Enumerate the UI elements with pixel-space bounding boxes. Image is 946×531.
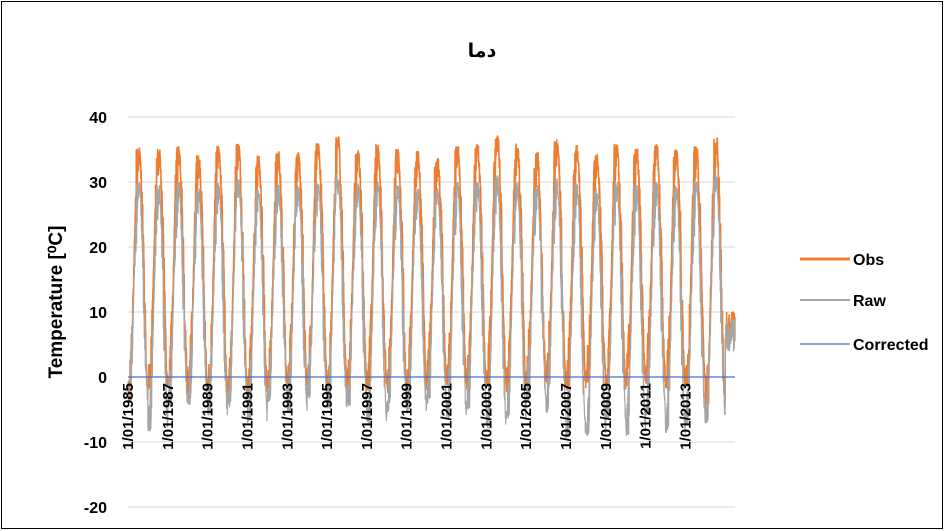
x-tick-label: 1/01/2001 (439, 383, 456, 450)
x-tick-labels: 1/01/1985 1/01/1987 1/01/1989 1/01/1991 1/01… (120, 383, 694, 450)
y-tick-label: 40 (89, 110, 107, 127)
x-tick-label: 1/01/1995 (319, 383, 336, 450)
y-tick-label: 10 (89, 305, 107, 322)
x-tick-label: 1/01/2013 (677, 383, 694, 450)
y-tick-label: 20 (89, 240, 107, 257)
legend-label-corrected: Corrected (853, 337, 929, 354)
legend: Obs Raw Corrected (800, 252, 929, 354)
x-tick-label: 1/01/2009 (598, 383, 615, 450)
y-axis-label: Temperature [⁰C] (46, 226, 67, 379)
x-tick-label: 1/01/2011 (638, 383, 655, 449)
legend-label-obs: Obs (853, 252, 884, 269)
plot-area (127, 135, 736, 439)
x-tick-label: 1/01/1989 (200, 383, 217, 450)
y-tick-label: 0 (98, 370, 107, 387)
series-line-raw (127, 175, 736, 439)
y-tick-label: -10 (84, 435, 107, 452)
x-tick-label: 1/01/1987 (160, 383, 177, 450)
chart-title: دما (468, 40, 497, 62)
y-tick-label: -20 (84, 500, 107, 517)
y-tick-labels: 40 30 20 10 0 -10 -20 (84, 110, 107, 517)
x-tick-label: 1/01/1997 (359, 383, 376, 450)
x-tick-label: 1/01/1993 (279, 383, 296, 450)
legend-label-raw: Raw (853, 293, 886, 310)
x-tick-label: 1/01/1985 (120, 383, 137, 450)
x-tick-label: 1/01/2003 (478, 383, 495, 450)
x-tick-label: 1/01/2007 (558, 383, 575, 450)
x-tick-label: 1/01/1999 (399, 383, 416, 450)
x-tick-label: 1/01/2005 (518, 383, 535, 450)
series-line-obs (127, 135, 736, 411)
y-tick-label: 30 (89, 175, 107, 192)
x-tick-label: 1/01/1991 (239, 383, 256, 450)
